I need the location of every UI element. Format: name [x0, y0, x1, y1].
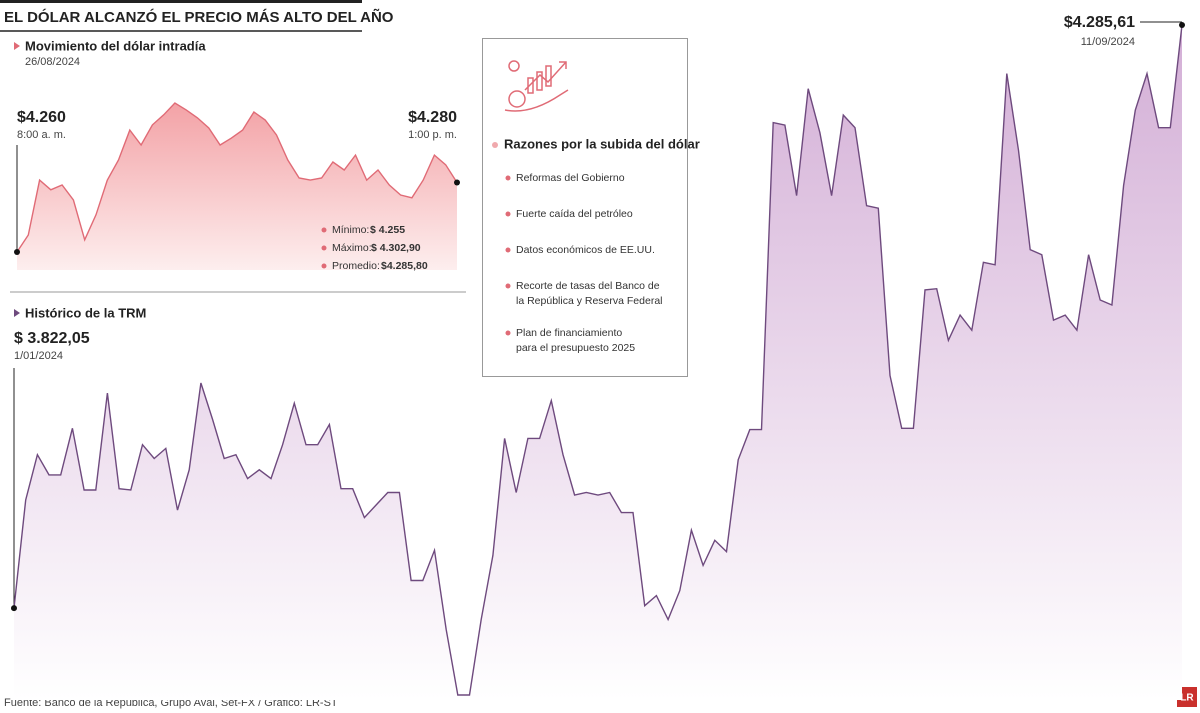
logo: LR — [1180, 693, 1194, 704]
reason: para el presupuesto 2025 — [516, 342, 635, 354]
bullet — [505, 330, 511, 336]
end-dot — [1179, 22, 1185, 28]
end-time: 1:00 p. m. — [408, 129, 457, 141]
date: 26/08/2024 — [25, 56, 80, 68]
reason: Datos económicos de EE.UU. — [516, 244, 655, 256]
line — [13, 24, 1183, 696]
icon — [504, 60, 569, 112]
reason: Plan de financiamiento — [516, 327, 622, 339]
bullet — [505, 283, 511, 289]
line — [16, 102, 458, 253]
reason: Fuerte caída del petróleo — [516, 208, 633, 220]
bullet — [321, 227, 327, 233]
end-label: $4.280 — [408, 109, 457, 126]
start-time: 8:00 a. m. — [17, 129, 66, 141]
reason: Recorte de tasas del Banco de — [516, 280, 660, 292]
stat-value: $4.285,80 — [381, 260, 428, 272]
title: EL DÓLAR ALCANZÓ EL PRECIO MÁS ALTO DEL … — [4, 8, 394, 26]
bullet — [505, 211, 511, 217]
start-dot — [14, 249, 20, 255]
bullet — [505, 247, 511, 253]
reasons-title: Razones por la subida del dólar — [504, 136, 700, 151]
bullet — [492, 142, 498, 148]
top-rule — [0, 0, 362, 3]
stat-name: Máximo: — [332, 242, 372, 254]
end-date: 11/09/2024 — [1081, 36, 1135, 48]
reason: la República y Reserva Federal — [516, 295, 663, 307]
start-date: 1/01/2024 — [14, 350, 63, 362]
stat-name: Promedio: — [332, 260, 380, 272]
start-label: $4.260 — [17, 109, 66, 126]
subtitle: Movimiento del dólar intradía — [25, 38, 206, 53]
stat-name: Mínimo: — [332, 224, 369, 236]
area — [14, 25, 1182, 700]
bullet — [321, 263, 327, 269]
start-label: $ 3.822,05 — [14, 330, 90, 347]
bullet — [14, 309, 20, 317]
reason: Reformas del Gobierno — [516, 172, 625, 184]
subtitle: Histórico de la TRM — [25, 305, 146, 320]
end-label: $4.285,61 — [1064, 14, 1135, 31]
start-dot — [11, 605, 17, 612]
bullet — [14, 42, 20, 50]
bullet — [321, 245, 327, 251]
end-dot — [454, 179, 460, 186]
reasons-box — [482, 38, 688, 377]
stat-value: $ 4.302,90 — [371, 242, 421, 254]
stat-value: $ 4.255 — [370, 224, 405, 236]
bullet — [505, 175, 511, 181]
area — [17, 103, 457, 270]
